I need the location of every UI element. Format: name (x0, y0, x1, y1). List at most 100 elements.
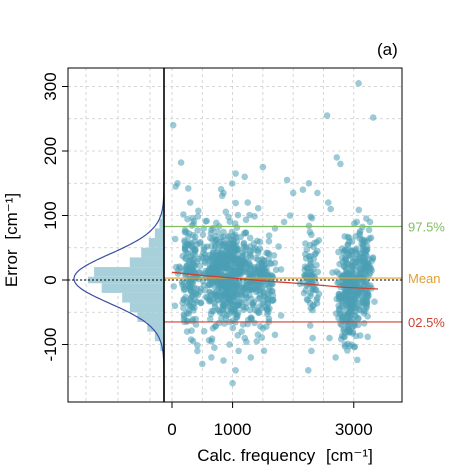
data-point (224, 245, 231, 252)
histogram-bar (147, 321, 164, 332)
data-point (264, 299, 272, 307)
data-point (226, 218, 234, 225)
data-point (309, 334, 316, 342)
data-point (220, 228, 227, 236)
data-point (355, 314, 362, 322)
data-point (206, 261, 214, 269)
data-point (190, 217, 198, 225)
data-point (234, 254, 241, 262)
data-point (232, 287, 239, 295)
data-point (192, 247, 199, 254)
data-point (194, 227, 201, 234)
data-point (341, 293, 348, 300)
data-point (359, 298, 367, 305)
svg-text:Error [cm⁻¹]: Error [cm⁻¹] (2, 193, 21, 287)
data-point (355, 80, 362, 87)
data-point (208, 307, 215, 315)
data-point (354, 356, 361, 364)
data-point (240, 257, 248, 265)
data-point (335, 279, 343, 286)
data-point (199, 231, 207, 238)
data-point (365, 263, 373, 271)
data-point (181, 243, 189, 250)
x-axis-unit: [cm⁻¹] (326, 446, 373, 465)
data-point (302, 250, 309, 258)
data-point (208, 354, 215, 361)
data-point (344, 241, 352, 248)
data-point (313, 296, 320, 304)
data-point (326, 334, 333, 342)
data-point (360, 288, 368, 296)
data-point (341, 341, 349, 348)
data-point (180, 286, 188, 294)
data-points (169, 80, 378, 387)
data-point (351, 254, 359, 262)
data-point (251, 213, 258, 220)
data-point (365, 226, 373, 234)
data-point (174, 180, 181, 187)
data-point (367, 234, 375, 242)
data-point (315, 237, 323, 244)
histogram-bar (129, 257, 164, 268)
data-point (220, 357, 227, 364)
data-point (258, 334, 266, 341)
plot-frame (67, 67, 403, 403)
histogram-bar (148, 238, 164, 248)
data-point (350, 261, 358, 269)
data-point (231, 220, 239, 227)
data-point (225, 275, 232, 283)
data-point (255, 295, 262, 303)
data-point (213, 219, 220, 227)
data-point (224, 250, 232, 258)
data-point (356, 270, 364, 277)
data-point (233, 238, 241, 245)
data-point (196, 262, 204, 270)
data-point (332, 354, 339, 361)
data-point (241, 334, 248, 342)
data-point (307, 268, 314, 276)
data-point (222, 315, 229, 322)
data-point (277, 266, 285, 273)
data-point (201, 258, 208, 265)
data-point (179, 281, 186, 289)
histogram-bar (137, 312, 164, 322)
data-point (230, 298, 238, 305)
data-point (226, 341, 233, 348)
y-axis-title: Error [cm⁻¹] (2, 193, 21, 287)
data-point (216, 254, 223, 262)
data-point (180, 315, 188, 323)
data-point (224, 282, 231, 289)
data-point (242, 216, 250, 224)
data-point (259, 163, 267, 171)
data-point (352, 332, 360, 340)
data-point (233, 271, 240, 279)
data-point (280, 218, 288, 226)
data-point (314, 189, 321, 197)
data-point (169, 121, 177, 129)
data-point (235, 347, 242, 355)
data-point (254, 204, 262, 212)
data-point (189, 338, 197, 345)
data-point (183, 262, 191, 269)
y-axis-label: Error (2, 249, 21, 287)
y-tick-label: 300 (41, 72, 60, 100)
data-point (333, 154, 341, 161)
data-point (268, 287, 275, 295)
data-point (254, 247, 262, 254)
data-point (229, 324, 237, 332)
data-point (353, 283, 361, 290)
data-point (349, 303, 357, 310)
data-point (335, 302, 342, 310)
data-point (246, 291, 253, 299)
data-point (346, 297, 354, 304)
data-point (171, 302, 179, 310)
data-point (218, 281, 225, 288)
data-point (247, 354, 255, 361)
data-point (277, 312, 285, 319)
data-point (263, 271, 271, 278)
data-point (300, 289, 308, 297)
data-point (356, 307, 364, 314)
data-point (182, 228, 190, 236)
data-point (183, 328, 191, 335)
